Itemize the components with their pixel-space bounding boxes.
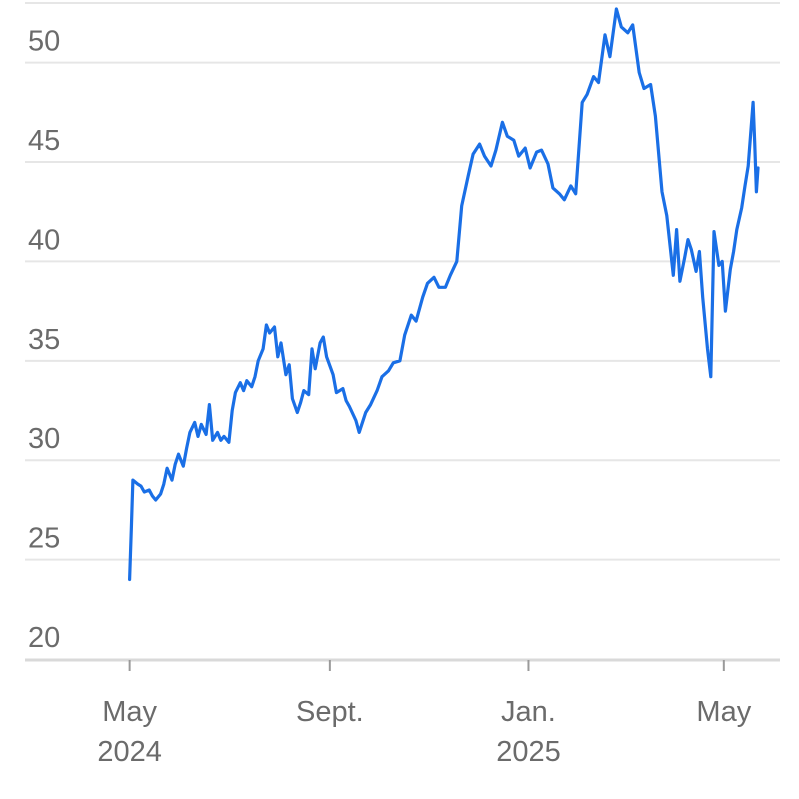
y-tick-label-45: 45 [28,125,60,157]
x-tick-label-2: Jan. [501,696,556,728]
x-tick-label-0: May [102,696,157,728]
y-tick-label-30: 30 [28,423,60,455]
y-tick-label-20: 20 [28,622,60,654]
y-tick-label-40: 40 [28,224,60,256]
x-tick-label-3: May [696,696,751,728]
x-tick-year-2: 2025 [496,736,561,768]
y-tick-label-25: 25 [28,523,60,555]
y-axis-tick-labels: 20 25 30 35 40 45 50 [28,26,60,654]
gridlines [25,2,780,561]
x-axis: May 2024 Sept. Jan. 2025 May [25,658,780,768]
series-lines [128,7,760,582]
x-tick-year-0: 2024 [97,736,162,768]
x-tick-label-1: Sept. [296,696,364,728]
y-tick-label-50: 50 [28,26,60,58]
price-line-series-0 [128,7,760,582]
y-tick-label-35: 35 [28,324,60,356]
